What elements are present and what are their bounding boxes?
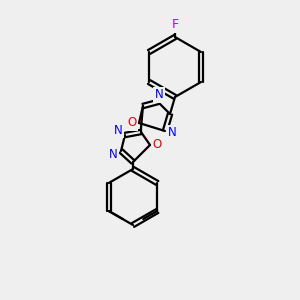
Text: O: O [152, 137, 162, 151]
Text: F: F [171, 19, 178, 32]
Text: O: O [128, 116, 136, 130]
Text: N: N [109, 148, 117, 160]
Text: N: N [168, 127, 176, 140]
Text: N: N [114, 124, 122, 136]
Text: N: N [154, 88, 164, 101]
